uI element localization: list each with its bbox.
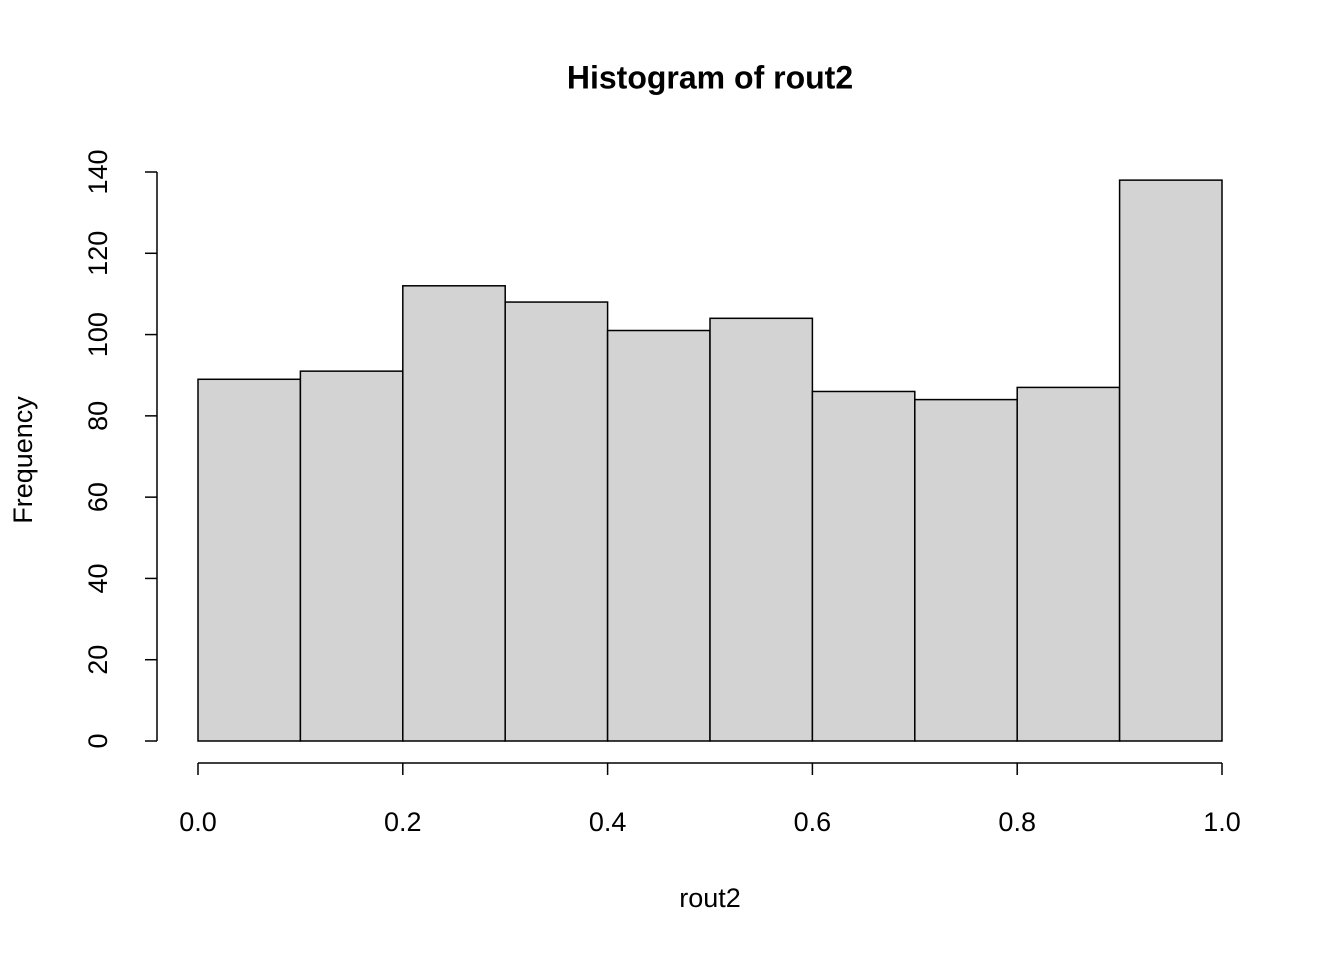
x-tick-label: 0.2 bbox=[384, 807, 422, 837]
y-tick-label: 40 bbox=[83, 563, 113, 593]
y-axis-label: Frequency bbox=[8, 396, 38, 524]
bar bbox=[1016, 386, 1121, 742]
bar bbox=[197, 378, 302, 742]
y-tick-label: 80 bbox=[83, 401, 113, 431]
x-axis-label: rout2 bbox=[679, 883, 741, 913]
bar bbox=[811, 390, 916, 742]
bar bbox=[606, 329, 711, 742]
x-tick-label: 0.0 bbox=[179, 807, 217, 837]
x-tick-label: 1.0 bbox=[1203, 807, 1241, 837]
y-tick-label: 0 bbox=[83, 733, 113, 748]
y-tick-label: 100 bbox=[83, 312, 113, 357]
bar bbox=[402, 285, 506, 742]
x-tick-label: 0.8 bbox=[998, 807, 1036, 837]
bar bbox=[504, 301, 609, 742]
x-tick-label: 0.6 bbox=[794, 807, 832, 837]
y-tick-label: 140 bbox=[83, 149, 113, 194]
bar bbox=[1118, 179, 1223, 742]
y-tick-label: 120 bbox=[83, 231, 113, 276]
bar bbox=[299, 370, 404, 742]
chart-title: Histogram of rout2 bbox=[567, 59, 853, 95]
x-tick-label: 0.4 bbox=[589, 807, 627, 837]
y-tick-label: 60 bbox=[83, 482, 113, 512]
bar bbox=[709, 317, 814, 742]
y-tick-label: 20 bbox=[83, 645, 113, 675]
bar bbox=[914, 398, 1018, 742]
